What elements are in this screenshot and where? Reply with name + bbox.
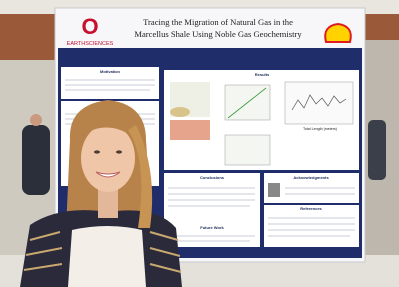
photo: O EARTHSCIENCES Tracing the Migration of…: [0, 0, 399, 287]
bystander: [22, 125, 50, 195]
poster-title: Marcellus Shale Using Noble Gas Geochemi…: [134, 29, 302, 39]
axis-label: Total Length (meters): [303, 127, 337, 131]
figure: [225, 135, 270, 165]
section-heading: Motivation: [100, 69, 121, 74]
bystander-head: [30, 114, 42, 126]
sponsor-logo: [325, 24, 351, 42]
section-heading: Acknowledgments: [293, 175, 329, 180]
logo-text: EARTHSCIENCES: [67, 41, 114, 47]
figure-shape: [170, 107, 190, 117]
photo-thumbnail: [268, 183, 280, 197]
face: [81, 124, 135, 192]
section-heading: Future Work: [200, 225, 224, 230]
figure: [285, 82, 353, 124]
logo-mark: O: [81, 14, 98, 39]
eye: [94, 150, 100, 153]
figure: [170, 120, 210, 140]
section-heading: Results: [255, 72, 270, 77]
section-heading: Conclusions: [200, 175, 225, 180]
neck: [98, 188, 118, 218]
poster-title: Tracing the Migration of Natural Gas in …: [143, 17, 293, 27]
eye: [116, 150, 122, 153]
box-references: [264, 205, 359, 247]
bystander: [368, 120, 386, 180]
top: [68, 226, 146, 287]
section-heading: References: [300, 206, 322, 211]
